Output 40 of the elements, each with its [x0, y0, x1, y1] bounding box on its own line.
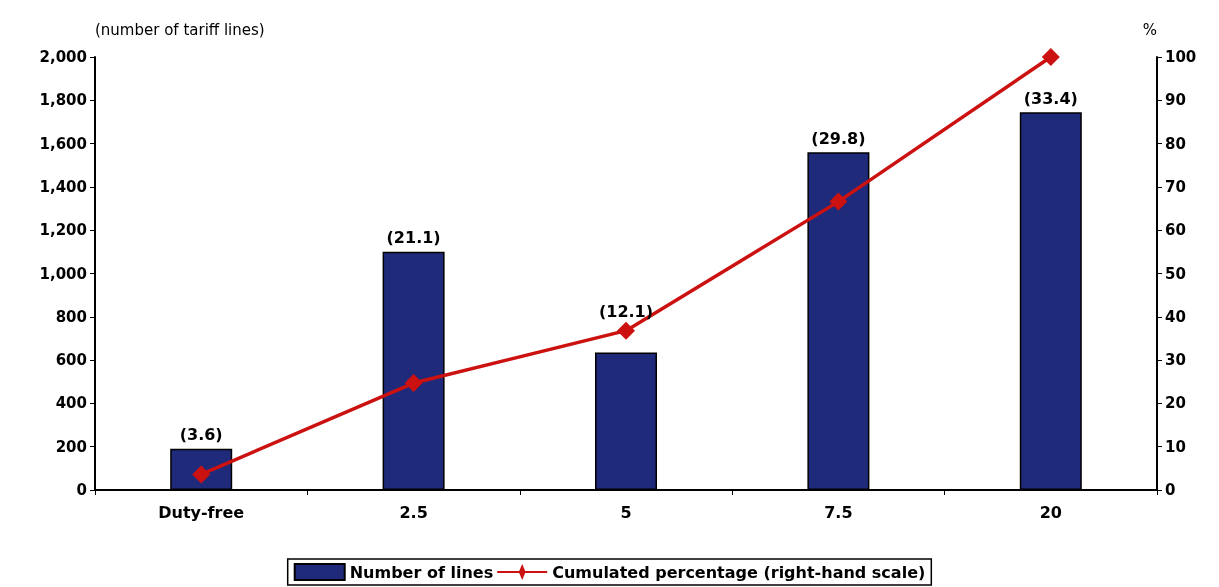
y-tick-label: 1,000	[39, 264, 87, 283]
y-tick-label: 0	[76, 481, 87, 499]
legend-label: Number of lines	[349, 562, 494, 582]
y2-tick-label: 100	[1165, 48, 1197, 66]
annotation: (29.8)	[811, 128, 866, 148]
y-axis-title: (number of tariff lines)	[95, 20, 265, 39]
y2-tick-label: 80	[1165, 134, 1186, 153]
annotation: (12.1)	[598, 302, 654, 322]
x-tick-label: 2.5	[399, 502, 428, 522]
y2-tick-label: 10	[1165, 437, 1186, 456]
y2-tick-label: 90	[1165, 91, 1186, 110]
y2-tick-label: 60	[1165, 221, 1186, 240]
y-tick-label: 1,200	[39, 221, 87, 240]
y2-tick-label: 40	[1165, 307, 1186, 326]
y-tick-label: 1,400	[39, 177, 87, 196]
point	[404, 374, 423, 393]
legend-label: Cumulated percentage (right-hand scale)	[552, 562, 926, 582]
y2-tick-label: 0	[1165, 481, 1176, 499]
y-tick-label: 600	[55, 351, 87, 370]
y2-tick-label: 20	[1165, 394, 1186, 413]
y-tick-label: 1,800	[39, 91, 87, 110]
y2-axis-title: %	[1142, 20, 1157, 39]
y2-tick-label: 70	[1165, 177, 1186, 196]
y-tick-label: 200	[55, 437, 87, 456]
x-tick-label: 5	[620, 502, 632, 522]
point	[829, 192, 848, 211]
point	[617, 321, 635, 340]
y-tick-label: 2,000	[39, 48, 87, 66]
point	[1041, 48, 1060, 66]
x-tick-label: 20	[1039, 502, 1062, 522]
y-tick-label: 400	[55, 394, 87, 413]
annotation: (3.6)	[179, 425, 223, 445]
y2-tick-label: 30	[1165, 351, 1186, 370]
y2-tick-label: 50	[1165, 264, 1186, 283]
y-tick-label: 800	[55, 307, 87, 326]
x-tick-label: 7.5	[824, 502, 853, 522]
annotation: (21.1)	[386, 228, 441, 248]
y-tick-label: 1,600	[39, 134, 87, 153]
x-tick-label: Duty-free	[158, 502, 245, 522]
annotation: (33.4)	[1023, 88, 1078, 108]
